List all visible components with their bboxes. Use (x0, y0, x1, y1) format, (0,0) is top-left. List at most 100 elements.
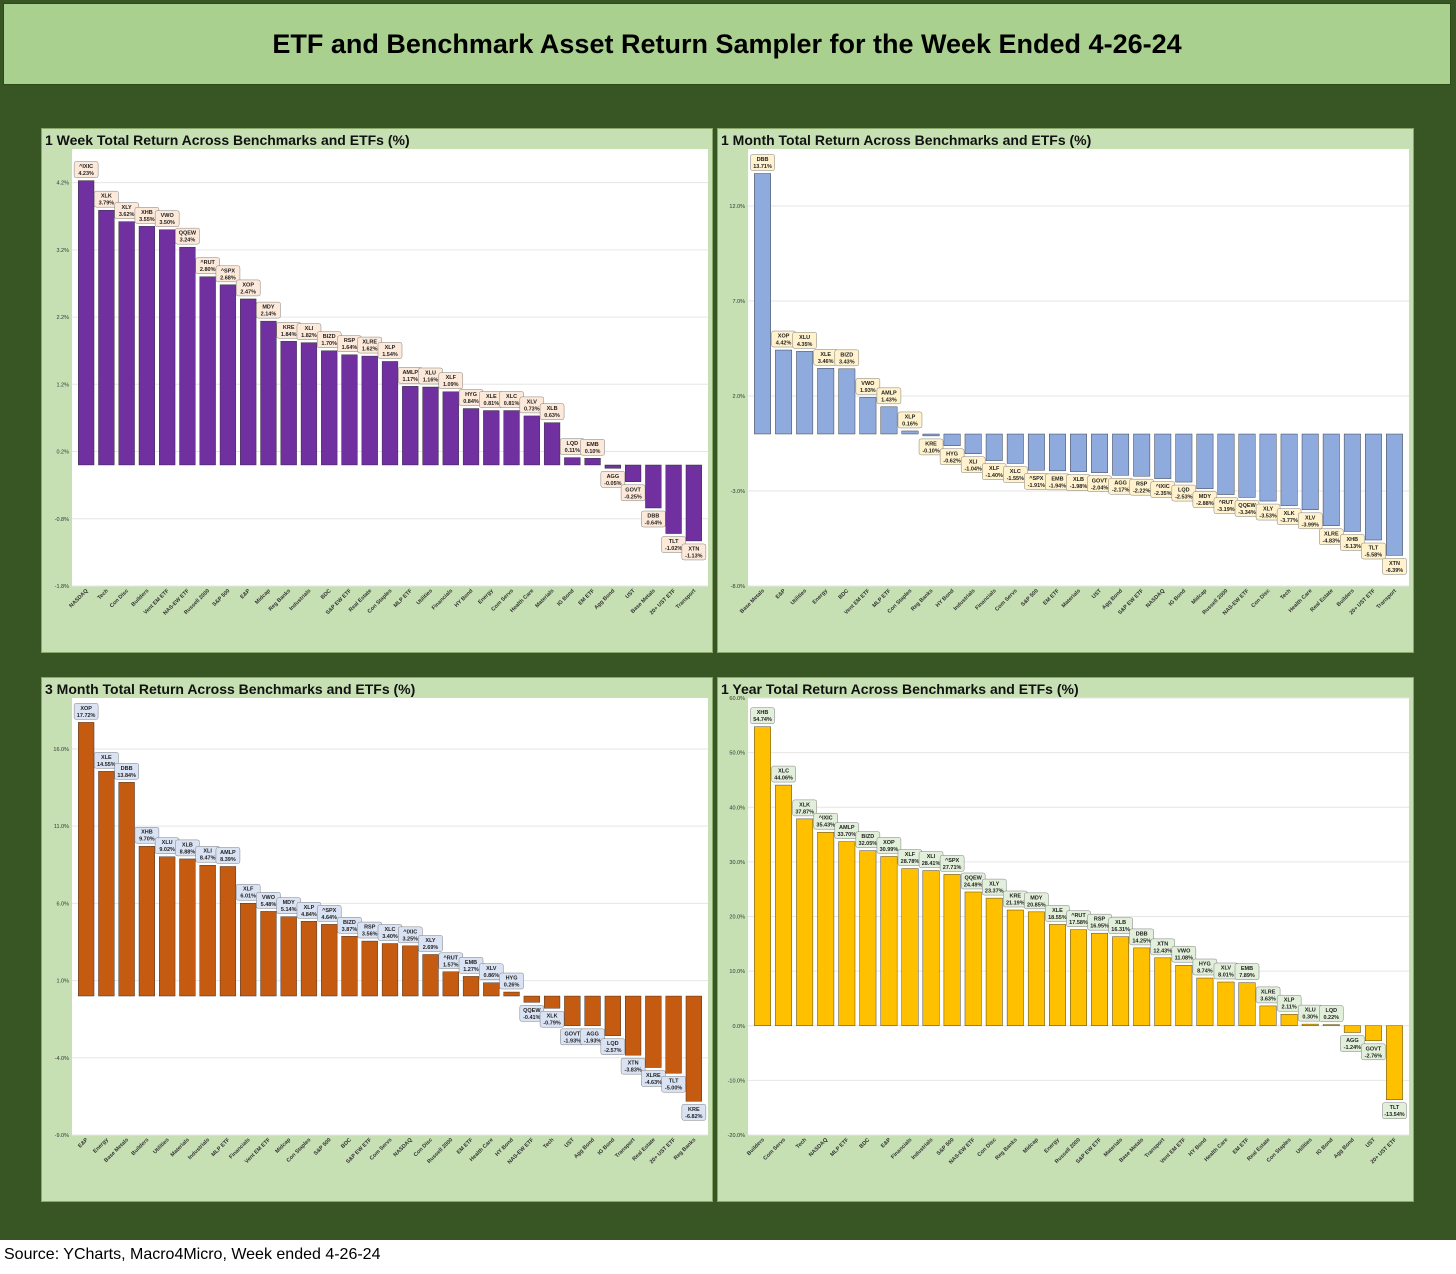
data-label-value: 44.06% (774, 776, 793, 782)
y-tick-label: 7.0% (732, 299, 745, 305)
data-label-ticker: XLE (1052, 908, 1063, 914)
data-label-ticker: AMLP (839, 825, 855, 831)
bar (1049, 924, 1066, 1026)
data-label-value: -1.13% (685, 553, 703, 559)
bar (483, 982, 500, 997)
data-label-value: 5.48% (261, 902, 277, 908)
data-label-value: 2.11% (1281, 1005, 1296, 1011)
x-tick-label: Transport (675, 588, 697, 610)
data-label-value: -3.53% (1259, 514, 1277, 520)
bar (665, 464, 682, 534)
data-label: GOVT-2.04% (1087, 475, 1112, 493)
x-tick-label: Agg Bond (593, 588, 616, 611)
data-label-ticker: XLK (101, 194, 112, 200)
data-label-value: -1.93% (564, 1038, 582, 1044)
data-label: RSP-2.22% (1129, 478, 1154, 496)
data-label-ticker: HYG (506, 976, 518, 982)
y-tick-label: 11.0% (54, 824, 69, 830)
data-label-value: 17.72% (77, 713, 96, 719)
data-label-value: 3.50% (159, 220, 175, 226)
data-label-value: -2.17% (1112, 488, 1130, 494)
x-tick-label: Midcap (274, 1137, 292, 1155)
bar (442, 391, 459, 466)
data-label-ticker: LQD (567, 441, 579, 447)
data-label: TLT-13.54% (1382, 1102, 1407, 1119)
data-label-value: -0.25% (624, 494, 642, 500)
data-label-ticker: XLU (162, 840, 173, 846)
bar (543, 422, 561, 466)
x-tick-label: Energy (477, 588, 495, 606)
data-label-ticker: AGG (607, 474, 620, 480)
data-label-value: 28.41% (922, 861, 941, 867)
bar (462, 976, 480, 997)
data-label-value: -2.53% (1175, 495, 1193, 501)
data-label-value: 4.84% (301, 912, 317, 918)
x-tick-label: HY Bond (1188, 1137, 1209, 1158)
source-note: Source: YCharts, Macro4Micro, Week ended… (4, 1246, 381, 1263)
bar (964, 433, 982, 454)
x-tick-label: S&P 500 (313, 1137, 333, 1157)
x-tick-label: Com Servs (994, 588, 1019, 613)
data-label-value: 0.11% (565, 448, 580, 454)
data-label: AGG-0.05% (600, 471, 626, 488)
data-label-ticker: EMB (586, 442, 598, 448)
data-label-value: 4.64% (321, 915, 337, 921)
data-label-value: -3.19% (1217, 507, 1235, 513)
bar (98, 771, 115, 997)
x-tick-label: Base Metals (739, 588, 766, 615)
bar (240, 903, 257, 997)
data-label-ticker: MDY (262, 305, 275, 311)
data-label-value: 3.40% (382, 934, 398, 940)
y-tick-label: 6.0% (56, 901, 69, 907)
bar (361, 355, 378, 466)
data-label-ticker: RSP (1094, 917, 1106, 923)
x-tick-label: HY Bond (454, 588, 475, 609)
chart-panel-1-month: 1 Month Total Return Across Benchmarks a… (717, 128, 1414, 653)
data-label: HYG-0.62% (939, 448, 965, 466)
data-label-value: 1.09% (443, 382, 459, 388)
data-label-ticker: AGG (586, 1031, 599, 1037)
x-tick-label: Financials (431, 588, 454, 611)
x-tick-label: UST (624, 588, 636, 600)
x-tick-label: Utilities (152, 1137, 170, 1155)
y-tick-label: -20.0% (728, 1133, 746, 1139)
bar (624, 464, 642, 482)
data-label-ticker: XLP (385, 345, 396, 351)
data-label-value: 1.57% (443, 962, 459, 968)
bar (564, 457, 581, 466)
x-tick-label: Agg Bond (573, 1137, 596, 1160)
data-label-ticker: XLB (1073, 477, 1084, 483)
data-label-value: -2.04% (1091, 485, 1109, 491)
y-tick-label: 50.0% (729, 751, 745, 757)
data-label-ticker: XLRE (1324, 531, 1339, 537)
bar (645, 464, 662, 509)
data-label-ticker: ^RUT (444, 955, 459, 961)
y-tick-label: 40.0% (729, 805, 745, 811)
data-label-value: 4.35% (797, 342, 813, 348)
data-label-value: 1.43% (881, 397, 897, 403)
data-label-ticker: ^IXIC (403, 929, 417, 935)
x-tick-label: BDC (838, 588, 851, 601)
data-label-ticker: RSP (1136, 482, 1148, 488)
bar (219, 866, 237, 997)
data-label: KRE-0.10% (918, 438, 944, 456)
bar (1027, 433, 1045, 471)
bar (564, 995, 581, 1027)
